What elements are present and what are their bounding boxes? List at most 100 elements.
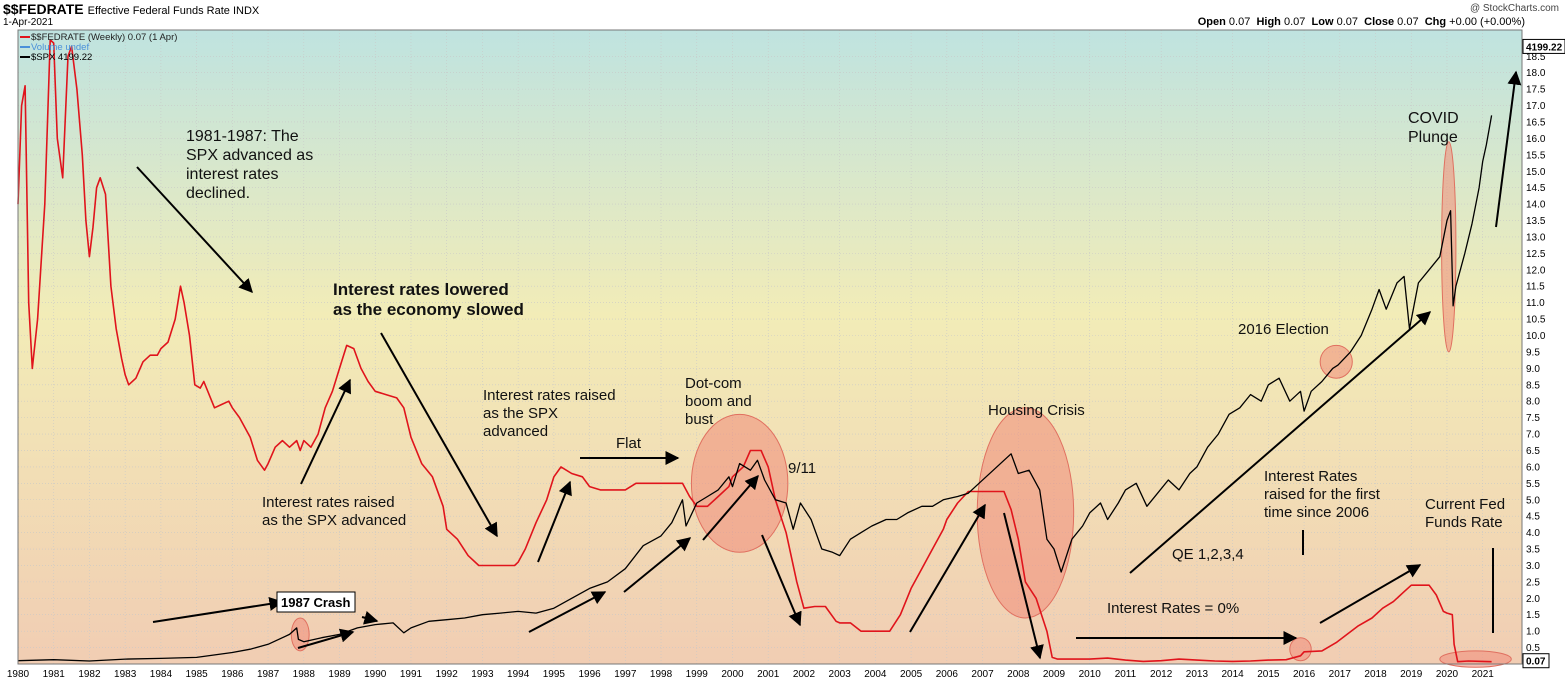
- y-tick-label: 6.5: [1526, 446, 1540, 457]
- legend-layer: $$FEDRATE (Weekly) 0.07 (1 Apr)Volume un…: [20, 32, 177, 63]
- annotation-arrow: [761, 534, 802, 627]
- annotation-text: COVID Plunge: [1408, 110, 1459, 146]
- x-tick-label: 2020: [1436, 669, 1459, 680]
- x-tick-label: 1994: [507, 669, 530, 680]
- annotation-line: 1981-1987: The: [186, 128, 299, 145]
- fedrate-line: [17, 39, 1492, 663]
- annotation-line: time since 2006: [1264, 504, 1369, 521]
- y-tick-label: 13.5: [1526, 216, 1546, 227]
- axis-layer: 0.5 1.0 1.5 2.0 2.5 3.0 3.5 4.0 4.5 5.0 5.5 6.0 6.5 7…: [7, 38, 1565, 680]
- annotation-arrow: [909, 503, 986, 633]
- chg-label: Chg: [1424, 16, 1447, 28]
- annotation-line: Current Fed: [1425, 496, 1505, 513]
- x-tick-label: 2013: [1186, 669, 1209, 680]
- y-tick-label: 11.0: [1526, 298, 1545, 309]
- y-tick-label: 4.5: [1526, 512, 1540, 523]
- annotation-text: Current Fed Funds Rate: [1425, 496, 1505, 531]
- x-tick-label: 2019: [1400, 669, 1423, 680]
- x-tick-label: 1999: [686, 669, 709, 680]
- annotation-text: Interest Rates = 0%: [1107, 600, 1239, 617]
- description: Effective Federal Funds Rate: [87, 5, 230, 17]
- y-tick-label: 1.5: [1526, 610, 1540, 621]
- annotation-line: as the SPX: [483, 405, 558, 422]
- annotation-text: 2016 Election: [1238, 321, 1329, 338]
- highlight-1987-crash: [290, 617, 310, 652]
- annotation-line: Interest Rates: [1264, 468, 1357, 485]
- x-tick-label: 1981: [43, 669, 66, 680]
- x-tick-label: 2003: [829, 669, 852, 680]
- y-tick-label: 17.5: [1526, 85, 1546, 96]
- annotation-arrow: [537, 480, 572, 563]
- x-tick-label: 1989: [328, 669, 351, 680]
- x-tick-label: 2007: [971, 669, 994, 680]
- y-tick-label: 13.0: [1526, 232, 1546, 243]
- spx-value-tag: 4199.22: [1522, 38, 1565, 54]
- highlight-2016-election: [1319, 344, 1353, 379]
- annotation-layer: 1981-1987: The SPX advanced as interest ra…: [186, 110, 1505, 617]
- arrow-layer: [136, 70, 1522, 660]
- x-tick-label: 1990: [364, 669, 387, 680]
- annotation-text: QE 1,2,3,4: [1172, 546, 1244, 563]
- y-tick-label: 15.5: [1526, 150, 1546, 161]
- y-tick-label: 12.0: [1526, 265, 1546, 276]
- annotation-arrow: [297, 628, 355, 649]
- close-value: 0.07: [1397, 16, 1419, 28]
- annotation-text: Dot-com boom and bust: [685, 375, 752, 428]
- x-tick-label: 1997: [614, 669, 637, 680]
- y-tick-label: 2.5: [1526, 577, 1540, 588]
- y-tick-label: 7.5: [1526, 413, 1540, 424]
- annotation-arrow: [380, 332, 498, 538]
- y-tick-label: 10.0: [1526, 331, 1546, 342]
- y-tick-label: 14.5: [1526, 183, 1546, 194]
- y-tick-label: 15.0: [1526, 167, 1546, 178]
- open-value: 0.07: [1228, 16, 1251, 28]
- annotation-text: 1981-1987: The SPX advanced as interest ra…: [186, 128, 313, 202]
- high-label: High: [1256, 16, 1281, 28]
- x-tick-label: 1991: [400, 669, 423, 680]
- low-value: 0.07: [1336, 16, 1358, 28]
- x-tick-label: 1982: [78, 669, 101, 680]
- spx-tag-text: 4199.22: [1526, 42, 1563, 53]
- annotation-line: raised for the first: [1264, 486, 1381, 503]
- x-tick-label: 1996: [578, 669, 601, 680]
- y-tick-label: 4.0: [1526, 528, 1540, 539]
- fed-value-tag: 0.07: [1522, 653, 1550, 669]
- x-tick-label: 2008: [1007, 669, 1030, 680]
- x-tick-label: 2002: [793, 669, 816, 680]
- annotation-line: Flat: [616, 435, 642, 452]
- x-tick-label: 2010: [1079, 669, 1102, 680]
- annotation-text: 9/11: [788, 460, 816, 477]
- y-tick-label: 17.0: [1526, 101, 1546, 112]
- y-tick-label: 18.5: [1526, 52, 1546, 63]
- annotation-line: COVID: [1408, 110, 1459, 127]
- y-tick-label: 3.5: [1526, 545, 1540, 556]
- annotation-text: Housing Crisis: [988, 402, 1085, 419]
- annotation-line: Housing Crisis: [988, 402, 1085, 419]
- annotation-arrow: [623, 537, 692, 593]
- y-tick-label: 9.5: [1526, 347, 1540, 358]
- annotation-arrow: [152, 597, 284, 623]
- annotation-line: Plunge: [1408, 129, 1458, 146]
- x-tick-label: 1995: [543, 669, 566, 680]
- annotation-line: Interest rates raised: [483, 387, 616, 404]
- symbol-title: $$FEDRATE Effective Federal Funds Rate IN…: [3, 1, 259, 17]
- chart-date: 1-Apr-2021: [3, 17, 54, 28]
- plot-border: [17, 29, 1523, 665]
- x-tick-label: 1985: [185, 669, 208, 680]
- x-tick-label: 2001: [757, 669, 780, 680]
- annotation-arrow: [136, 166, 253, 294]
- y-tick-label: 14.0: [1526, 200, 1546, 211]
- spx-tag-box: [1522, 38, 1565, 54]
- x-tick-label: 1993: [471, 669, 494, 680]
- annotation-arrow: [1129, 311, 1432, 574]
- y-tick-label: 12.5: [1526, 249, 1546, 260]
- annotation-arrow: [300, 378, 351, 485]
- y-tick-label: 6.0: [1526, 462, 1540, 473]
- legend-entry: $SPX 4199.22: [31, 52, 92, 63]
- x-tick-label: 1984: [150, 669, 173, 680]
- y-tick-label: 16.5: [1526, 117, 1546, 128]
- highlight-current-rate: [1439, 650, 1512, 668]
- highlight-housing: [976, 407, 1075, 619]
- spx-line: [17, 115, 1493, 662]
